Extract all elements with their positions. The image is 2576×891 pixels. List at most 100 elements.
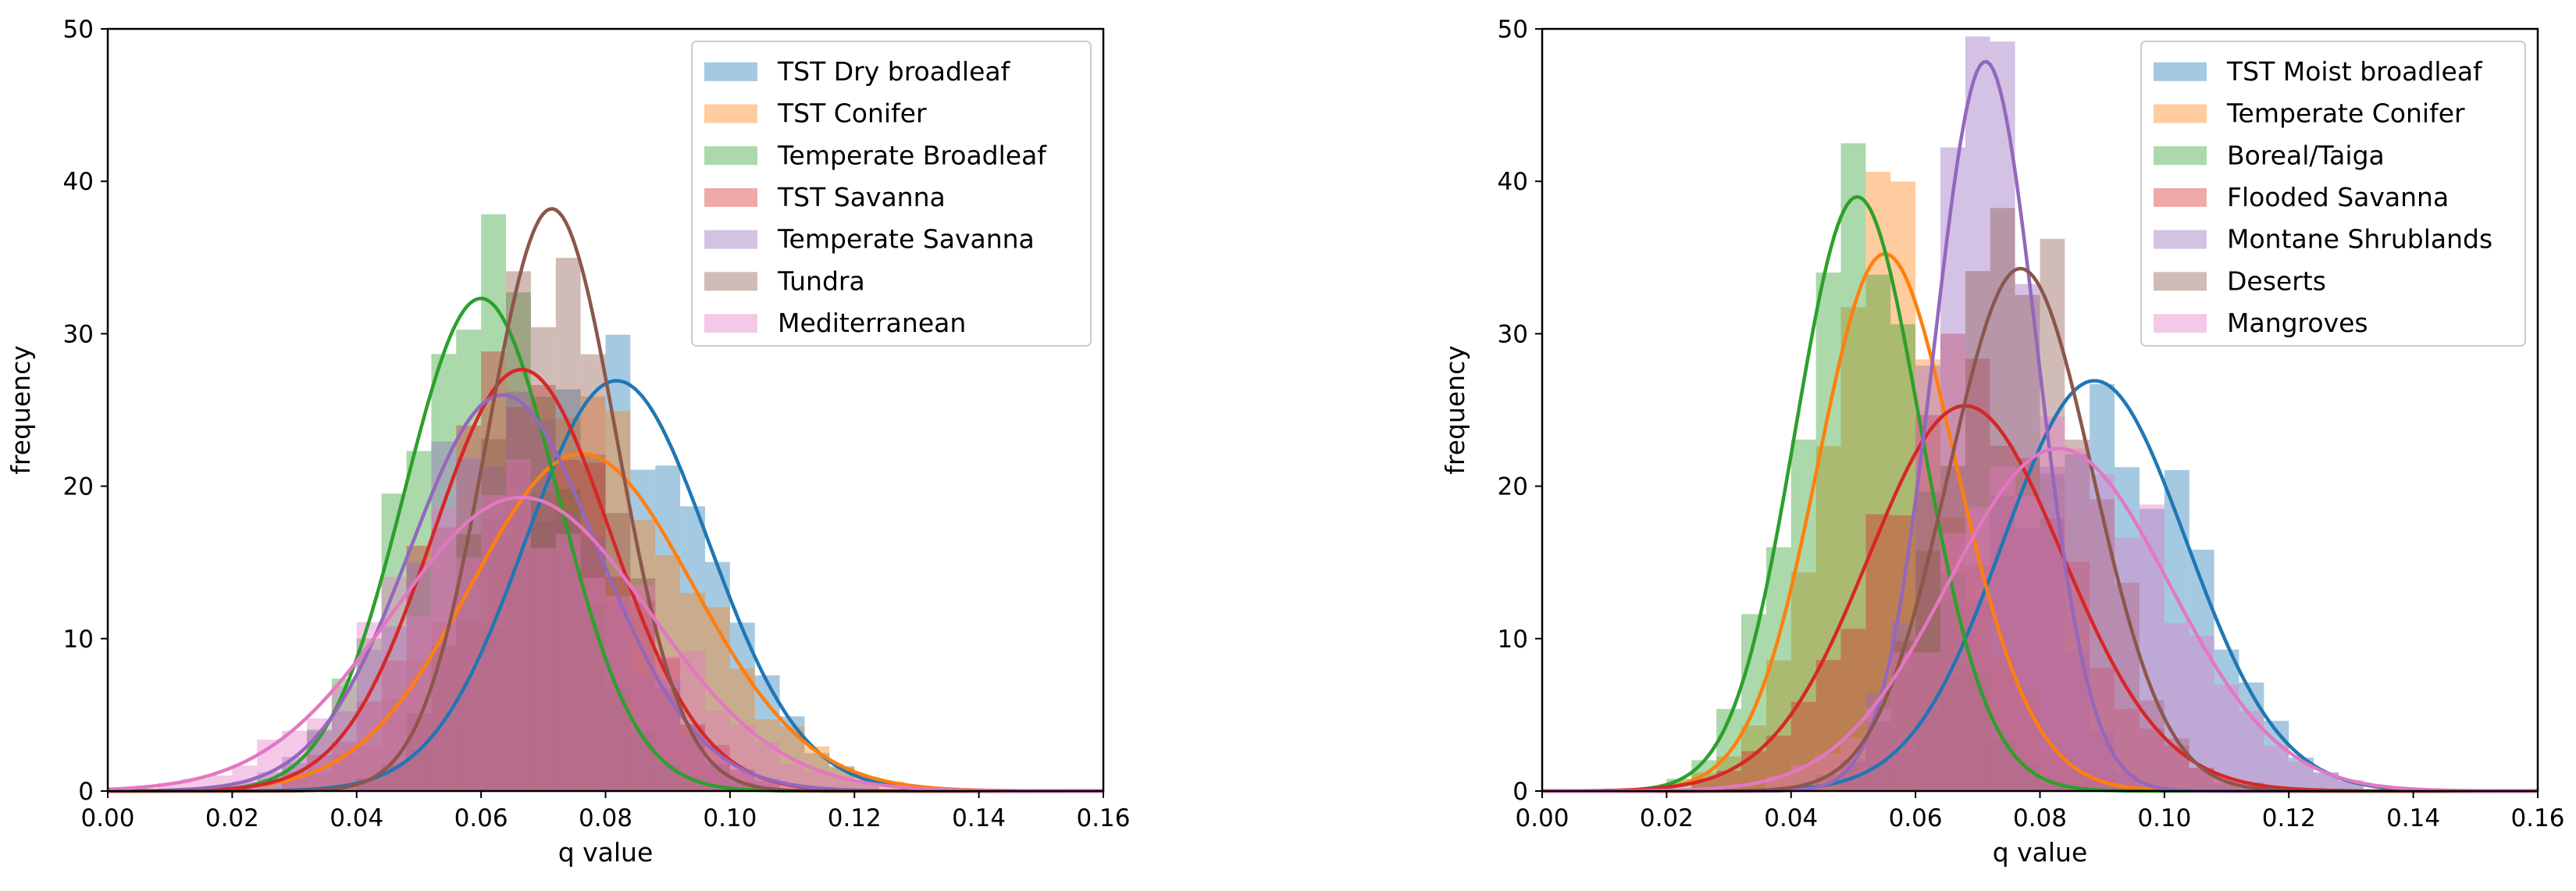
legend-swatch [704, 314, 757, 333]
x-tick-label: 0.04 [330, 804, 383, 832]
histogram-bar [506, 459, 531, 791]
y-tick-label: 0 [78, 778, 94, 806]
x-tick-label: 0.06 [1889, 804, 1943, 832]
legend-swatch [2154, 62, 2207, 81]
histogram-bar [481, 439, 506, 791]
legend-swatch [704, 272, 757, 291]
histogram-bar [2015, 458, 2040, 791]
legend-label: Deserts [2227, 266, 2326, 296]
histogram-bar [481, 519, 506, 791]
histogram-bar [854, 782, 880, 791]
y-tick-label: 20 [1498, 473, 1528, 501]
kde-line-7 [1542, 447, 2538, 793]
histogram-bar [1915, 717, 1940, 791]
x-tick-label: 0.08 [2013, 804, 2067, 832]
histogram-bar [680, 506, 705, 791]
y-tick-label: 10 [63, 625, 94, 654]
histogram-bar [2239, 682, 2264, 791]
x-tick-label: 0.00 [1515, 804, 1569, 832]
x-tick-label: 0.04 [1764, 804, 1818, 832]
y-tick-label: 50 [63, 16, 94, 44]
legend-box [2140, 41, 2526, 347]
histogram-bar [1890, 752, 1916, 791]
x-tick-label: 0.02 [1640, 804, 1694, 832]
histogram-bar [530, 522, 556, 791]
histogram-bar [2239, 711, 2264, 791]
histogram-bar [2015, 529, 2040, 791]
legend-label: Temperate Savanna [777, 224, 1035, 255]
histogram-bar [2065, 440, 2090, 791]
histogram-bar [2140, 729, 2164, 791]
legend-swatch [704, 230, 757, 249]
histogram-bar [1790, 701, 1816, 791]
histogram-bar [1890, 324, 1916, 792]
y-tick-label: 10 [1498, 625, 1528, 654]
histogram-bar [1965, 358, 1990, 791]
chart-panel-1: 0.00 0.02 0.04 0.06 0.08 0.10 0.12 0.14 0.16 0 10 2… [5, 16, 1131, 868]
histogram-bar [605, 334, 631, 792]
y-tick-label: 20 [63, 473, 94, 501]
histogram-bar [456, 557, 482, 791]
histogram-bar [2164, 622, 2189, 791]
histogram-bar [2140, 504, 2164, 791]
histogram-bar [431, 527, 457, 791]
x-axis-label: q value [558, 837, 654, 868]
histogram-bar [1965, 671, 1990, 791]
histogram-bar [481, 627, 506, 791]
legend-box [691, 41, 1092, 347]
histogram-bar [356, 650, 382, 791]
histogram-bar [2264, 745, 2289, 791]
histogram-bar [2090, 474, 2115, 791]
histogram-bar [530, 492, 556, 791]
histogram-bar [2015, 496, 2040, 791]
histogram-bar [580, 536, 606, 791]
histogram-bar [406, 616, 432, 791]
y-tick-label: 40 [63, 168, 94, 196]
legend-swatch [2154, 230, 2207, 249]
histogram-bar [1815, 446, 1841, 791]
legend-label: TST Dry broadleaf [777, 56, 1011, 87]
y-tick-label: 0 [1512, 778, 1528, 806]
histogram-2 [1691, 172, 2115, 792]
histogram-bar [2065, 454, 2090, 791]
histogram-bar [2314, 773, 2339, 791]
histogram-bar [1940, 517, 1965, 791]
legend-label: Tundra [777, 266, 865, 296]
legend-swatch [2154, 272, 2207, 291]
histogram-bar [431, 726, 457, 791]
x-tick-label: 0.10 [703, 804, 757, 832]
y-tick-label: 50 [1498, 16, 1528, 44]
histogram-bar [1890, 181, 1916, 791]
x-axis-label: q value [1993, 837, 2088, 868]
legend-label: Temperate Broadleaf [777, 140, 1047, 170]
histogram-bar [481, 466, 506, 791]
x-tick-label: 0.16 [1076, 804, 1130, 832]
histogram-bar [2140, 508, 2164, 791]
histogram-bar [2090, 383, 2115, 791]
legend-label: Mangroves [2227, 308, 2368, 338]
histogram-bar [1865, 514, 1891, 791]
histogram-bar [630, 732, 656, 791]
histogram-bar [530, 385, 556, 791]
histogram-bar [331, 686, 357, 791]
x-tick-label: 0.00 [80, 804, 134, 832]
y-tick-label: 30 [1498, 320, 1528, 348]
x-tick-label: 0.14 [2386, 804, 2440, 832]
legend-swatch [704, 187, 757, 207]
histogram-bar [729, 782, 755, 791]
histogram-bar [307, 718, 332, 791]
histogram-bar [605, 601, 631, 791]
x-tick-label: 0.16 [2510, 804, 2564, 832]
histogram-2 [282, 396, 904, 791]
y-axis-label: frequency [5, 345, 36, 475]
legend-label: Temperate Conifer [2226, 98, 2465, 129]
x-tick-label: 0.12 [828, 804, 882, 832]
x-tick-label: 0.02 [205, 804, 259, 832]
histogram-bar [2189, 549, 2214, 791]
histogram-bar [406, 659, 432, 791]
histogram-bar [2065, 448, 2090, 791]
histogram-bar [680, 593, 705, 791]
histogram-bar [1840, 307, 1866, 791]
y-axis-label: frequency [1440, 345, 1470, 475]
legend-swatch [704, 62, 757, 81]
